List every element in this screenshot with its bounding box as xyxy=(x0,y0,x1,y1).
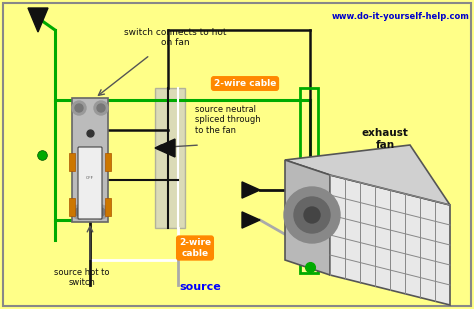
Circle shape xyxy=(94,101,108,115)
Circle shape xyxy=(97,208,105,216)
Circle shape xyxy=(94,205,108,219)
Polygon shape xyxy=(242,212,260,228)
Circle shape xyxy=(284,187,340,243)
Polygon shape xyxy=(155,139,175,157)
Text: source neutral
spliced through
to the fan: source neutral spliced through to the fa… xyxy=(195,105,261,135)
FancyBboxPatch shape xyxy=(105,153,111,171)
Polygon shape xyxy=(28,8,48,32)
Text: 2-wire cable: 2-wire cable xyxy=(214,79,276,88)
FancyBboxPatch shape xyxy=(69,153,75,171)
Polygon shape xyxy=(330,175,450,305)
Text: source hot to
switch: source hot to switch xyxy=(54,268,110,287)
Text: www.do-it-yourself-help.com: www.do-it-yourself-help.com xyxy=(332,12,470,21)
Circle shape xyxy=(97,104,105,112)
Text: switch connects to hot
on fan: switch connects to hot on fan xyxy=(124,28,226,47)
FancyBboxPatch shape xyxy=(78,147,102,219)
FancyBboxPatch shape xyxy=(3,3,471,306)
Circle shape xyxy=(72,101,86,115)
Polygon shape xyxy=(285,160,330,275)
FancyBboxPatch shape xyxy=(105,198,111,216)
Text: OFF: OFF xyxy=(86,176,94,180)
FancyBboxPatch shape xyxy=(72,98,108,222)
Circle shape xyxy=(294,197,330,233)
Circle shape xyxy=(72,205,86,219)
Polygon shape xyxy=(285,145,450,205)
FancyBboxPatch shape xyxy=(155,88,185,228)
Text: exhaust
fan: exhaust fan xyxy=(362,129,409,150)
Polygon shape xyxy=(242,182,260,198)
Text: 2-wire
cable: 2-wire cable xyxy=(179,238,211,258)
Circle shape xyxy=(304,207,320,223)
Text: source: source xyxy=(179,282,221,292)
FancyBboxPatch shape xyxy=(69,198,75,216)
Circle shape xyxy=(75,104,83,112)
Circle shape xyxy=(75,208,83,216)
